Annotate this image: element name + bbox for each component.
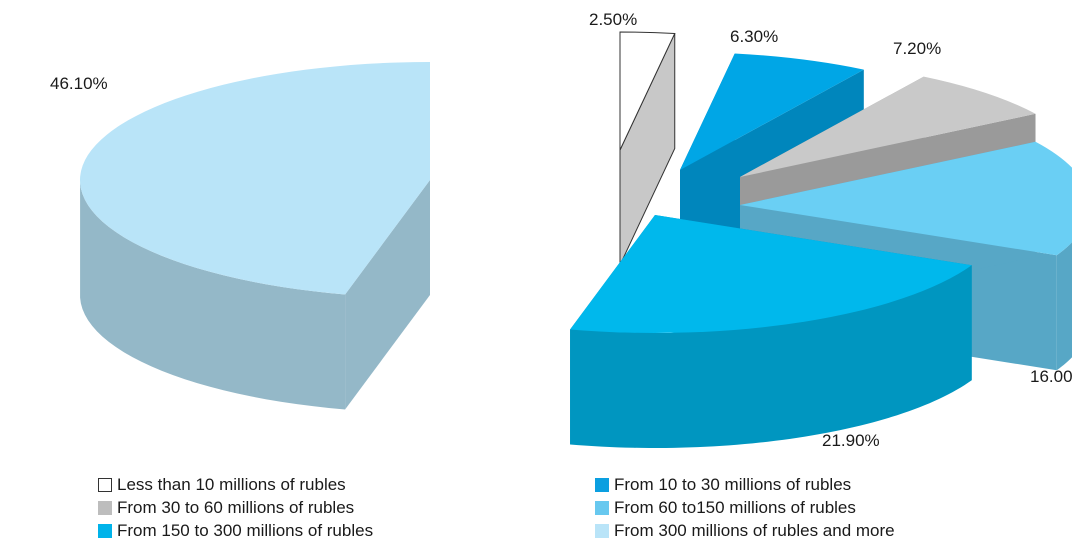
slice: [619, 31, 676, 151]
legend-swatch: [595, 501, 609, 515]
pie-labels: 2.50% 6.30% 7.20% 16.00% 21.90% 46.10%: [50, 10, 1072, 450]
legend-item: From 10 to 30 millions of rubles: [595, 474, 995, 496]
legend-swatch: [595, 478, 609, 492]
legend-label: From 150 to 300 millions of rubles: [117, 521, 374, 540]
slice: [740, 141, 1072, 256]
slice-label: 2.50%: [589, 10, 637, 29]
slice-label: 7.20%: [893, 39, 941, 58]
slice-label: 46.10%: [50, 74, 108, 93]
legend-swatch: [98, 524, 112, 538]
legend-swatch: [98, 478, 112, 492]
pie-chart: 2.50% 6.30% 7.20% 16.00% 21.90% 46.10%: [50, 10, 1072, 450]
slice: [80, 62, 431, 295]
legend-label: From 300 millions of rubles and more: [614, 521, 895, 540]
slice-outer-wall: [80, 182, 346, 410]
pie-tops: [80, 31, 1072, 334]
legend: Less than 10 millions of rubles From 10 …: [98, 474, 998, 542]
legend-label: From 30 to 60 millions of rubles: [117, 498, 355, 517]
slice-label: 6.30%: [730, 27, 778, 46]
slice-label: 21.90%: [822, 431, 880, 450]
legend-swatch: [98, 501, 112, 515]
slice: [570, 215, 972, 334]
legend-label: Less than 10 millions of rubles: [117, 475, 346, 494]
legend-swatch: [595, 524, 609, 538]
legend-item: From 60 to150 millions of rubles: [595, 497, 995, 519]
legend-item: From 300 millions of rubles and more: [595, 520, 995, 542]
legend-label: From 10 to 30 millions of rubles: [614, 475, 852, 494]
slice-outer-wall: [570, 265, 972, 448]
legend-label: From 60 to150 millions of rubles: [614, 498, 856, 517]
legend-item: From 150 to 300 millions of rubles: [98, 520, 595, 542]
slice: [740, 76, 1036, 177]
slice-label: 16.00%: [1030, 367, 1072, 386]
legend-item: Less than 10 millions of rubles: [98, 474, 595, 496]
legend-item: From 30 to 60 millions of rubles: [98, 497, 595, 519]
slice-cut-wall: [345, 180, 430, 410]
slice-outer-wall: [1056, 242, 1072, 371]
slice: [680, 53, 864, 170]
